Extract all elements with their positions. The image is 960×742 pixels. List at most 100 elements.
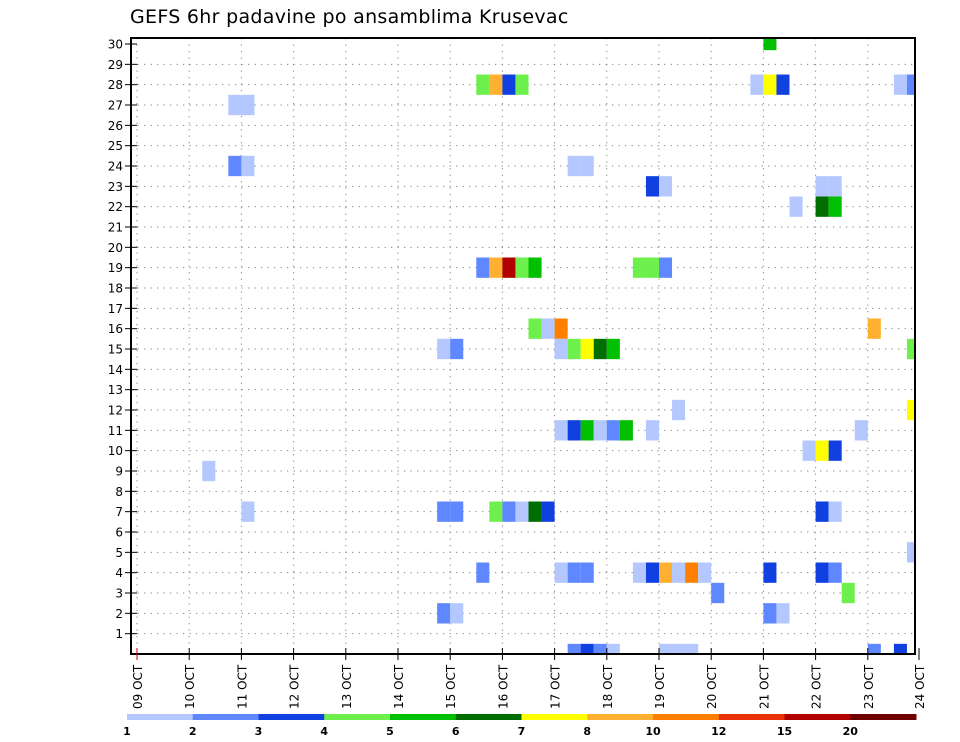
- data-cell: [476, 562, 490, 583]
- colorbar-segment: [718, 714, 785, 720]
- data-cell: [815, 440, 829, 461]
- data-cell: [828, 196, 842, 217]
- axes: [130, 37, 916, 655]
- data-cell: [502, 74, 516, 95]
- data-cell: [241, 155, 255, 177]
- data-cell: [606, 338, 620, 360]
- x-tick-label: 15 OCT: [444, 664, 458, 709]
- data-cell: [567, 562, 581, 583]
- data-cell: [228, 155, 242, 177]
- x-tick-label: 18 OCT: [601, 664, 615, 709]
- data-cell: [828, 562, 842, 583]
- y-tick-label: 29: [108, 58, 123, 72]
- data-cell: [515, 74, 529, 95]
- data-cell: [672, 643, 686, 654]
- y-tick-label: 16: [108, 322, 123, 336]
- data-cell: [580, 562, 594, 583]
- colorbar-segment: [324, 714, 391, 720]
- data-cell: [672, 399, 686, 421]
- data-cell: [476, 74, 490, 95]
- y-tick-label: 3: [115, 587, 123, 601]
- colorbar-segment: [258, 714, 325, 720]
- data-cell: [202, 460, 216, 482]
- y-tick-label: 6: [115, 526, 123, 540]
- data-cell: [763, 74, 777, 95]
- data-cell: [698, 562, 712, 583]
- colorbar-label: 6: [452, 725, 460, 738]
- colorbar-segment: [784, 714, 851, 720]
- data-cell: [489, 74, 503, 95]
- y-tick-label: 12: [108, 404, 123, 418]
- colorbar-label: 20: [843, 725, 859, 738]
- data-cell: [645, 176, 659, 197]
- data-cell: [776, 603, 790, 624]
- x-tick-label: 21 OCT: [757, 664, 771, 709]
- y-tick-label: 26: [108, 119, 123, 133]
- y-tick-label: 18: [108, 282, 123, 296]
- x-tick-label: 20 OCT: [705, 664, 719, 709]
- data-cell: [580, 338, 594, 360]
- data-cell: [528, 501, 542, 522]
- data-cell: [672, 562, 686, 583]
- y-tick-label: 5: [115, 546, 123, 560]
- grid-lines: [131, 38, 915, 654]
- y-tick-label: 10: [108, 444, 123, 458]
- plot-frame: [130, 37, 916, 655]
- x-tick-label: 14 OCT: [392, 664, 406, 709]
- y-tick-label: 28: [108, 78, 123, 92]
- data-cell: [502, 501, 516, 522]
- data-cell: [906, 542, 915, 563]
- data-cell: [567, 155, 581, 177]
- data-cell: [567, 643, 581, 654]
- y-tick-label: 23: [108, 180, 123, 194]
- y-tick-label: 7: [115, 505, 123, 519]
- data-cell: [828, 176, 842, 197]
- data-cell: [554, 318, 568, 339]
- x-tick-label: 24 OCT: [913, 664, 927, 709]
- x-tick-label: 22 OCT: [810, 664, 824, 709]
- colorbar-label: 15: [777, 725, 792, 738]
- x-tick-label: 17 OCT: [549, 664, 563, 709]
- colorbar-label: 10: [645, 725, 661, 738]
- data-cell: [541, 501, 555, 522]
- colorbar-label: 2: [189, 725, 197, 738]
- data-cells: [202, 38, 915, 654]
- y-tick-label: 8: [115, 485, 123, 499]
- data-cell: [815, 176, 829, 197]
- colorbar-segment: [850, 714, 917, 720]
- data-cell: [593, 420, 607, 441]
- data-cell: [776, 74, 790, 95]
- data-cell: [632, 257, 646, 278]
- data-cell: [241, 501, 255, 522]
- colorbar-label: 5: [386, 725, 394, 738]
- colorbar-label: 1: [123, 725, 131, 738]
- data-cell: [593, 338, 607, 360]
- data-cell: [750, 74, 764, 95]
- x-tick-label: 11 OCT: [235, 664, 249, 709]
- data-cell: [867, 643, 881, 654]
- data-cell: [711, 582, 725, 604]
- data-cell: [815, 196, 829, 217]
- data-cell: [906, 74, 915, 95]
- data-cell: [906, 338, 915, 360]
- colorbar-label: 3: [255, 725, 263, 738]
- data-cell: [580, 643, 594, 654]
- data-cell: [476, 257, 490, 278]
- data-cell: [659, 643, 673, 654]
- data-cell: [554, 420, 568, 441]
- colorbar-label: 8: [583, 725, 591, 738]
- y-tick-label: 17: [108, 302, 123, 316]
- colorbar-segment: [390, 714, 457, 720]
- y-tick-label: 4: [115, 566, 123, 580]
- data-cell: [567, 420, 581, 441]
- y-tick-label: 25: [108, 139, 123, 153]
- colorbar-segment: [587, 714, 654, 720]
- colorbar-label: 7: [518, 725, 526, 738]
- data-cell: [554, 562, 568, 583]
- y-tick-label: 15: [108, 343, 123, 357]
- data-cell: [450, 338, 464, 360]
- colorbar-legend: 1 2 3 4 5 6 7 8 10 12 15 20: [123, 714, 917, 738]
- data-cell: [593, 643, 607, 654]
- colorbar-segment: [192, 714, 259, 720]
